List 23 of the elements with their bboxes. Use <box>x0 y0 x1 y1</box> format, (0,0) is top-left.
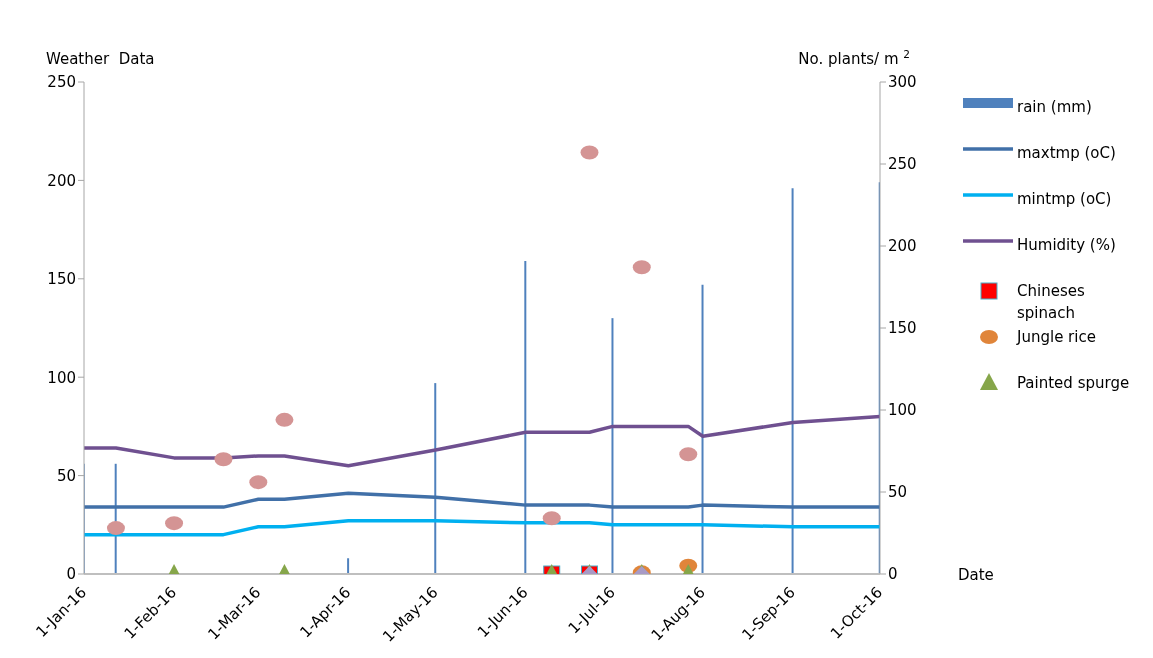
y-tick-label: 0 <box>66 565 76 584</box>
y-tick-label: 150 <box>47 270 76 289</box>
y2-tick-label: 0 <box>888 565 898 584</box>
y-tick-label: 100 <box>47 368 76 387</box>
y-tick-label: 250 <box>47 73 76 92</box>
y-tick-label: 200 <box>47 171 76 190</box>
y2-tick-label: 200 <box>888 237 917 256</box>
legend-label: rain (mm) <box>1017 97 1092 118</box>
y2-tick-label: 150 <box>888 319 917 338</box>
legend-label: Chineses spinach <box>1017 281 1086 324</box>
legend-label: maxtmp (oC) <box>1017 143 1116 164</box>
y2-tick-label: 50 <box>888 483 908 502</box>
x-axis-title: Date <box>958 566 994 584</box>
y2-tick-label: 300 <box>888 73 917 92</box>
legend-label: Jungle rice <box>1017 327 1096 348</box>
y2-tick-label: 250 <box>888 155 917 174</box>
legend-label: Humidity (%) <box>1017 235 1116 256</box>
legend-label: mintmp (oC) <box>1017 189 1112 210</box>
legend-label: Painted spurge <box>1017 373 1130 394</box>
y-tick-label: 50 <box>56 466 76 485</box>
y-axis-title: Weather Data <box>46 50 155 68</box>
y2-axis-title: No. plants/ m $^{2}$ <box>798 48 910 68</box>
y2-tick-label: 100 <box>888 401 917 420</box>
